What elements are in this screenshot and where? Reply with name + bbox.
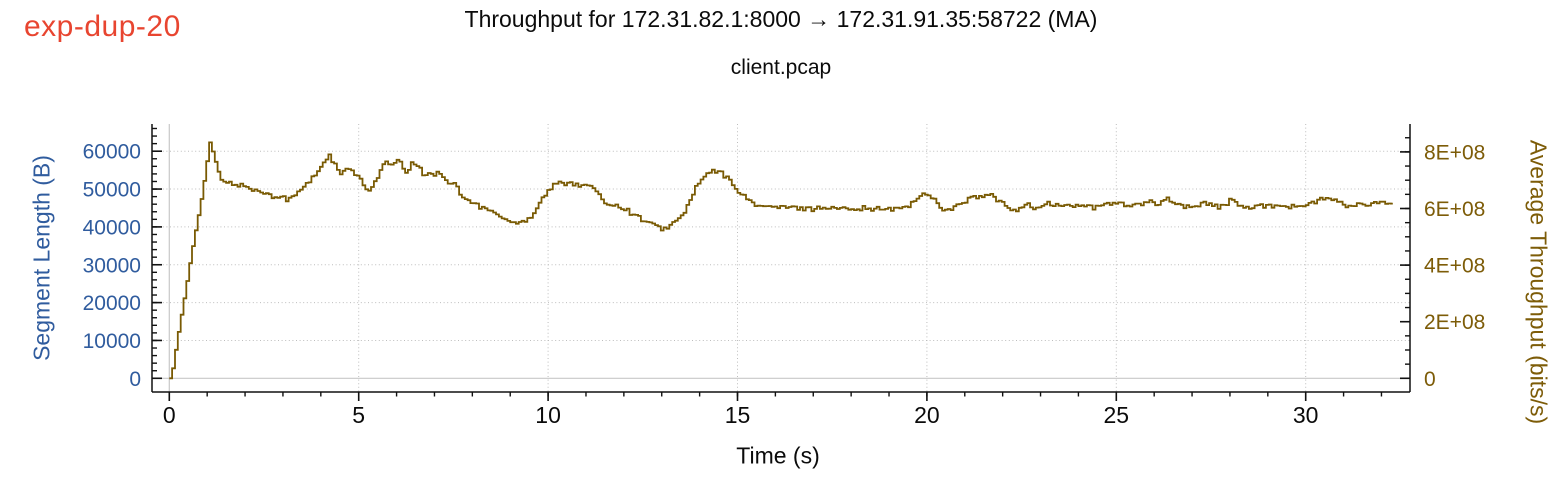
left-tick-label: 40000	[83, 216, 141, 239]
x-tick-label: 5	[352, 402, 365, 428]
right-tick-label: 8E+08	[1424, 141, 1485, 164]
right-tick-label: 2E+08	[1424, 311, 1485, 334]
x-tick-label: 10	[535, 402, 561, 428]
x-tick-label: 25	[1104, 402, 1130, 428]
x-tick-label: 20	[914, 402, 940, 428]
left-tick-label: 20000	[83, 292, 141, 315]
left-tick-label: 50000	[83, 179, 141, 202]
right-tick-label: 0	[1424, 368, 1436, 391]
x-tick-label: 30	[1293, 402, 1319, 428]
throughput-ma-line	[169, 141, 1393, 380]
left-tick-label: 60000	[83, 141, 141, 164]
x-axis-title: Time (s)	[736, 442, 820, 469]
chart-title: Throughput for 172.31.82.1:8000 → 172.31…	[464, 6, 1098, 32]
left-tick-label: 10000	[83, 330, 141, 353]
left-axis-title: Segment Length (B)	[28, 155, 55, 361]
experiment-label: exp-dup-20	[24, 10, 181, 43]
right-tick-label: 4E+08	[1424, 255, 1485, 278]
x-tick-label: 15	[725, 402, 751, 428]
chart-subtitle: client.pcap	[730, 56, 832, 79]
right-axis-title: Average Throughput (bits/s)	[1525, 139, 1552, 425]
left-tick-label: 30000	[83, 254, 141, 277]
left-tick-label: 0	[129, 368, 141, 391]
right-tick-label: 6E+08	[1424, 198, 1485, 221]
x-tick-label: 0	[163, 402, 176, 428]
